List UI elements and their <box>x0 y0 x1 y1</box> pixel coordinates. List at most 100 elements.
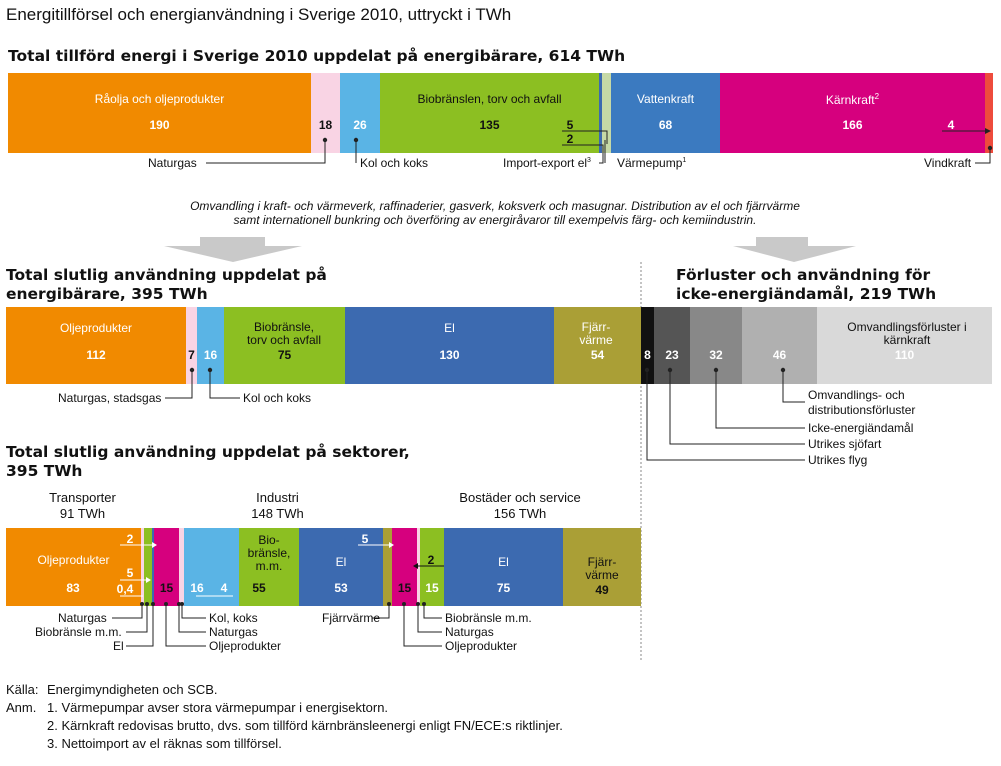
final-value-fj: 54 <box>590 348 605 362</box>
down-arrow-left <box>164 237 302 262</box>
final-label-bio: Biobränsle, torv och avfall <box>246 320 322 347</box>
sector-callout-b-gas: Naturgas <box>445 625 494 639</box>
supply-title: Total tillförd energi i Sverige 2010 upp… <box>8 47 626 65</box>
callout-wind: Vindkraft <box>924 156 972 170</box>
loss-title-2: icke-energiändamål, 219 TWh <box>676 285 937 303</box>
source-label: Källa: <box>6 682 39 697</box>
final-value-bio: 75 <box>277 348 292 362</box>
supply-seg-olja <box>8 73 311 153</box>
supply-bar <box>8 73 993 153</box>
sector-value-i-small: 5 <box>361 532 369 546</box>
loss-value-air: 8 <box>644 348 651 362</box>
loss-value-nonenergy: 32 <box>709 348 723 362</box>
page-title: Energitillförsel och energianvändning i … <box>6 5 512 24</box>
sector-callout-t-bio: Biobränsle m.m. <box>35 625 122 639</box>
sector-value-olja-t: 83 <box>66 581 80 595</box>
supply-label-karn: Kärnkraft2 <box>825 92 880 107</box>
supply-seg-vind <box>985 73 993 153</box>
supply-seg-import <box>599 73 602 153</box>
final-use-title-1: Total slutlig användning uppdelat på <box>6 266 327 284</box>
sector-title-1: Total slutlig användning uppdelat på sek… <box>6 443 410 461</box>
source-text: Energimyndigheten och SCB. <box>47 682 218 697</box>
loss-value-karn: 110 <box>894 348 915 362</box>
supply-value-import: 5 <box>566 118 574 132</box>
supply-label-bio: Biobränslen, torv och avfall <box>417 92 562 106</box>
loss-callout-sea: Utrikes sjöfart <box>808 437 882 451</box>
loss-callout-dist2: distributionsförluster <box>808 403 916 417</box>
sector-callout-i-kol: Kol, koks <box>209 611 258 625</box>
supply-callout-lines <box>206 130 991 164</box>
group-bostader: Bostäder och service 156 TWh <box>459 490 581 521</box>
supply-value-karn: 166 <box>842 118 863 132</box>
final-label-el: El <box>444 321 455 335</box>
transform-text-1: Omvandling i kraft- och värmeverk, raffi… <box>190 199 800 213</box>
sector-callout-b-bio: Biobränsle m.m. <box>445 611 532 625</box>
supply-value-bio: 135 <box>479 118 500 132</box>
supply-seg-bio <box>380 73 599 153</box>
note-2: 2. Kärnkraft redovisas brutto, dvs. som … <box>47 718 563 733</box>
final-label-olja: Oljeprodukter <box>59 321 133 335</box>
sector-value-b-small: 2 <box>427 553 435 567</box>
supply-seg-kol <box>340 73 380 153</box>
note-3: 3. Nettoimport av el räknas som tillförs… <box>47 736 282 751</box>
sector-label-fj: Fjärr- värme <box>585 555 619 582</box>
sector-value-t-small1: 2 <box>126 532 134 546</box>
sector-bar <box>6 528 641 606</box>
supply-label-vatten: Vattenkraft <box>636 92 695 106</box>
note-1: 1. Värmepumpar avser stora värmepumpar i… <box>47 700 389 715</box>
final-value-kol: 16 <box>203 348 218 362</box>
supply-value-vatten: 68 <box>658 118 673 132</box>
sector-label-bio: Bio- bränsle, m.m. <box>247 533 291 573</box>
notes-label: Anm. <box>6 700 37 715</box>
loss-value-sea: 23 <box>665 348 679 362</box>
sector-label-el-b: El <box>498 555 509 569</box>
supply-seg-heatpump <box>602 73 611 153</box>
sector-value-bio-i: 55 <box>252 581 266 595</box>
sector-value-t-small2: 5 <box>126 566 134 580</box>
sector-value-kol-i: 16 <box>190 581 204 595</box>
sector-value-t-small3: 0,4 <box>116 582 134 596</box>
supply-callout-dots <box>322 137 993 151</box>
supply-value-wind: 4 <box>947 118 955 132</box>
down-arrow-right <box>733 237 856 262</box>
loss-callout-nonenergy: Icke-energiändamål <box>808 421 914 435</box>
sector-value-el-i: 53 <box>334 581 348 595</box>
final-value-el: 130 <box>439 348 460 362</box>
sector-callout-i-olja: Oljeprodukter <box>209 639 282 653</box>
callout-import: Import-export el3 <box>503 156 591 170</box>
group-industri: Industri 148 TWh <box>251 490 304 521</box>
sector-label-olja: Oljeprodukter <box>37 553 110 567</box>
sector-value-olja-i: 15 <box>159 581 174 595</box>
loss-callout-dist: Omvandlings- och <box>808 388 905 402</box>
wind-arrow-head <box>985 128 991 134</box>
sector-callout-t-gas: Naturgas <box>58 611 107 625</box>
final-callout-kol: Kol och koks <box>243 391 312 405</box>
final-value-gas: 7 <box>188 348 195 362</box>
sector-value-fj-b: 49 <box>595 583 609 597</box>
final-value-olja: 112 <box>86 348 106 362</box>
supply-value-olja: 190 <box>149 118 170 132</box>
loss-value-dist: 46 <box>772 348 787 362</box>
supply-value-naturgas: 18 <box>318 118 333 132</box>
supply-seg-vatten <box>611 73 720 153</box>
loss-label-karn: Omvandlingsförluster i kärnkraft <box>847 320 967 347</box>
group-transport: Transporter 91 TWh <box>49 490 116 521</box>
callout-kol: Kol och koks <box>360 156 429 170</box>
loss-title-1: Förluster och användning för <box>676 266 931 284</box>
sector-title-2: 395 TWh <box>6 462 83 480</box>
sector-callout-t-el: El <box>113 639 124 653</box>
sector-value-olja-b: 15 <box>397 581 412 595</box>
sector-value-gas-i: 4 <box>220 581 228 595</box>
supply-seg-karn <box>720 73 985 153</box>
supply-label-olja: Råolja och oljeprodukter <box>94 92 225 106</box>
callout-naturgas: Naturgas <box>148 156 197 170</box>
transform-text-2: samt internationell bunkring och överför… <box>233 213 757 227</box>
final-callout-gas: Naturgas, stadsgas <box>58 391 162 405</box>
sector-value-el-b: 75 <box>496 581 511 595</box>
loss-bar <box>641 307 992 384</box>
final-use-title-2: energibärare, 395 TWh <box>6 285 208 303</box>
supply-value-kol: 26 <box>353 118 367 132</box>
supply-value-heatpump: 2 <box>566 132 574 146</box>
sector-label-el-i: El <box>335 555 347 569</box>
